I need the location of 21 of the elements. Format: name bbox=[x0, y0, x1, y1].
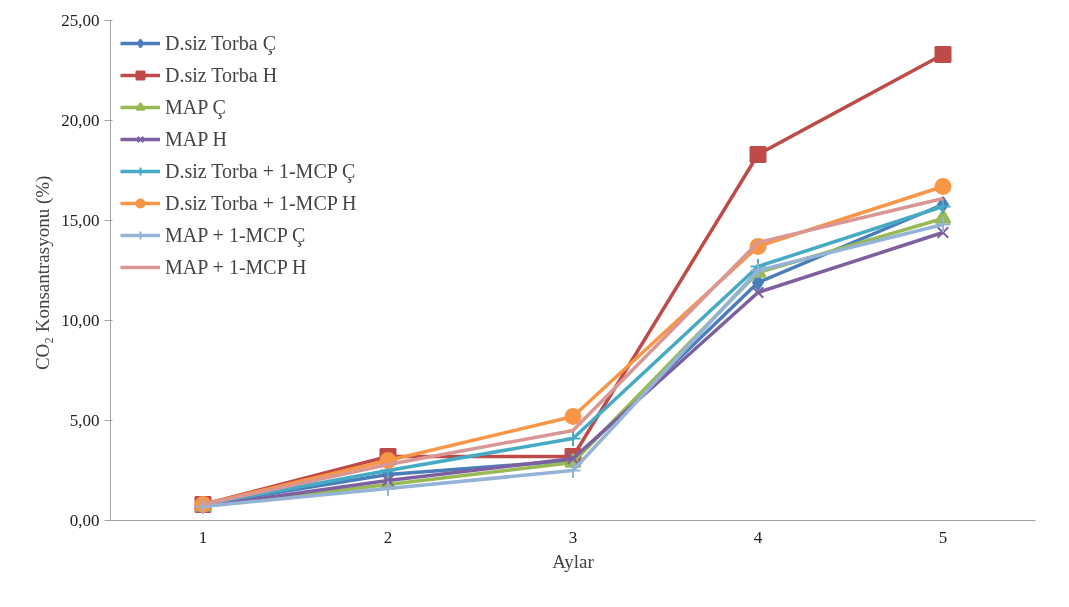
legend-label: MAP + 1-MCP Ç bbox=[165, 222, 306, 248]
y-tick-label: 25,00 bbox=[61, 11, 100, 30]
legend-label: MAP + 1-MCP H bbox=[165, 254, 307, 280]
legend-label: D.siz Torba + 1-MCP Ç bbox=[165, 158, 356, 184]
y-axis-title: CO₂ Konsantrasyonu (%) bbox=[32, 175, 55, 371]
y-tick-label: 0,00 bbox=[69, 511, 100, 530]
x-tick-label: 3 bbox=[568, 527, 578, 547]
y-tick-label: 5,00 bbox=[69, 411, 100, 430]
x-tick-label: 2 bbox=[383, 527, 393, 547]
legend-label: D.siz Torba + 1-MCP H bbox=[165, 190, 357, 216]
x-axis-title: Aylar bbox=[552, 550, 595, 572]
y-tick-label: 15,00 bbox=[61, 211, 100, 230]
x-tick-label: 1 bbox=[198, 527, 208, 547]
x-tick-label: 5 bbox=[938, 527, 948, 547]
legend-label: D.siz Torba H bbox=[165, 62, 278, 88]
legend-label: MAP Ç bbox=[165, 94, 226, 120]
x-tick-label: 4 bbox=[753, 527, 763, 547]
y-tick-label: 10,00 bbox=[61, 311, 100, 330]
y-tick-label: 20,00 bbox=[61, 111, 100, 130]
legend-label: MAP H bbox=[165, 126, 228, 152]
legend-label: D.siz Torba Ç bbox=[165, 30, 276, 56]
